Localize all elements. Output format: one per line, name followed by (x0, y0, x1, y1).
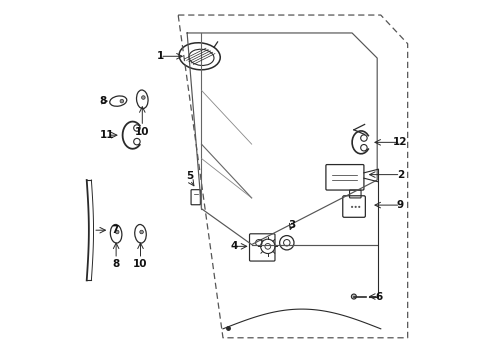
Circle shape (351, 294, 356, 299)
Circle shape (142, 96, 145, 99)
Text: 10: 10 (135, 127, 149, 136)
Text: 9: 9 (396, 200, 403, 210)
Circle shape (357, 206, 360, 208)
Text: 8: 8 (99, 96, 106, 106)
Text: 3: 3 (287, 220, 295, 230)
Circle shape (350, 206, 352, 208)
Text: 10: 10 (133, 259, 147, 269)
Text: 12: 12 (392, 138, 407, 147)
Circle shape (120, 99, 123, 103)
Text: 8: 8 (112, 259, 120, 269)
Circle shape (354, 206, 356, 208)
Text: 2: 2 (396, 170, 403, 180)
Text: 7: 7 (111, 225, 118, 235)
Text: 11: 11 (100, 130, 115, 140)
Circle shape (115, 230, 119, 234)
Text: 1: 1 (156, 51, 163, 61)
Text: 6: 6 (375, 292, 382, 302)
Text: 4: 4 (229, 241, 237, 251)
Text: 5: 5 (186, 171, 193, 181)
Circle shape (140, 230, 143, 234)
